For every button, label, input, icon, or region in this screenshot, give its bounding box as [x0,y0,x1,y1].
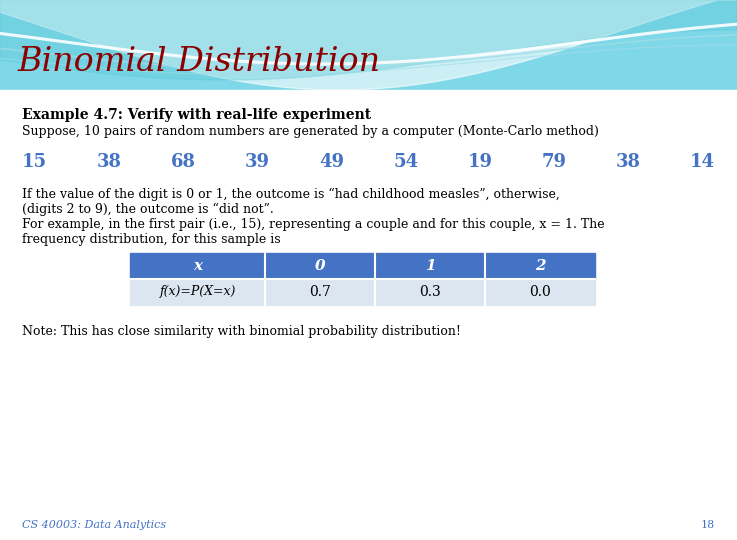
Text: 1: 1 [425,259,436,273]
Bar [485,279,595,305]
Text: 0.0: 0.0 [529,285,551,299]
Text: 18: 18 [701,520,715,530]
Text: frequency distribution, for this sample is: frequency distribution, for this sample … [22,233,281,246]
Text: f(x)=P(X=x): f(x)=P(X=x) [159,286,236,299]
Bar [375,279,485,305]
Text: For example, in the first pair (i.e., 15), representing a couple and for this co: For example, in the first pair (i.e., 15… [22,218,604,231]
Bar [130,253,265,279]
Bar [485,253,595,279]
Text: 0.3: 0.3 [419,285,441,299]
Text: CS 40003: Data Analytics: CS 40003: Data Analytics [22,520,166,530]
Text: 0.7: 0.7 [309,285,331,299]
Text: Suppose, 10 pairs of random numbers are generated by a computer (Monte-Carlo met: Suppose, 10 pairs of random numbers are … [22,125,599,138]
Text: 49: 49 [319,153,344,171]
Polygon shape [0,0,737,90]
Text: 54: 54 [393,153,418,171]
Polygon shape [0,0,737,80]
Text: 2: 2 [534,259,545,273]
Bar [375,253,485,279]
Bar [130,279,265,305]
Text: 38: 38 [97,153,121,171]
Text: If the value of the digit is 0 or 1, the outcome is “had childhood measles”, oth: If the value of the digit is 0 or 1, the… [22,188,559,201]
Text: (digits 2 to 9), the outcome is “did not”.: (digits 2 to 9), the outcome is “did not… [22,203,273,216]
Bar [265,253,375,279]
Bar [0,90,737,540]
Text: 79: 79 [542,153,567,171]
Text: 0: 0 [315,259,325,273]
Text: 39: 39 [245,153,270,171]
Text: Note: This has close similarity with binomial probability distribution!: Note: This has close similarity with bin… [22,325,461,338]
Text: Example 4.7: Verify with real-life experiment: Example 4.7: Verify with real-life exper… [22,108,371,122]
Text: 38: 38 [616,153,640,171]
Text: 15: 15 [22,153,47,171]
Text: 68: 68 [170,153,195,171]
Bar [0,0,737,90]
Text: 14: 14 [690,153,715,171]
Text: 19: 19 [467,153,492,171]
Bar [265,279,375,305]
Text: x: x [193,259,202,273]
Text: Binomial Distribution: Binomial Distribution [18,46,381,78]
